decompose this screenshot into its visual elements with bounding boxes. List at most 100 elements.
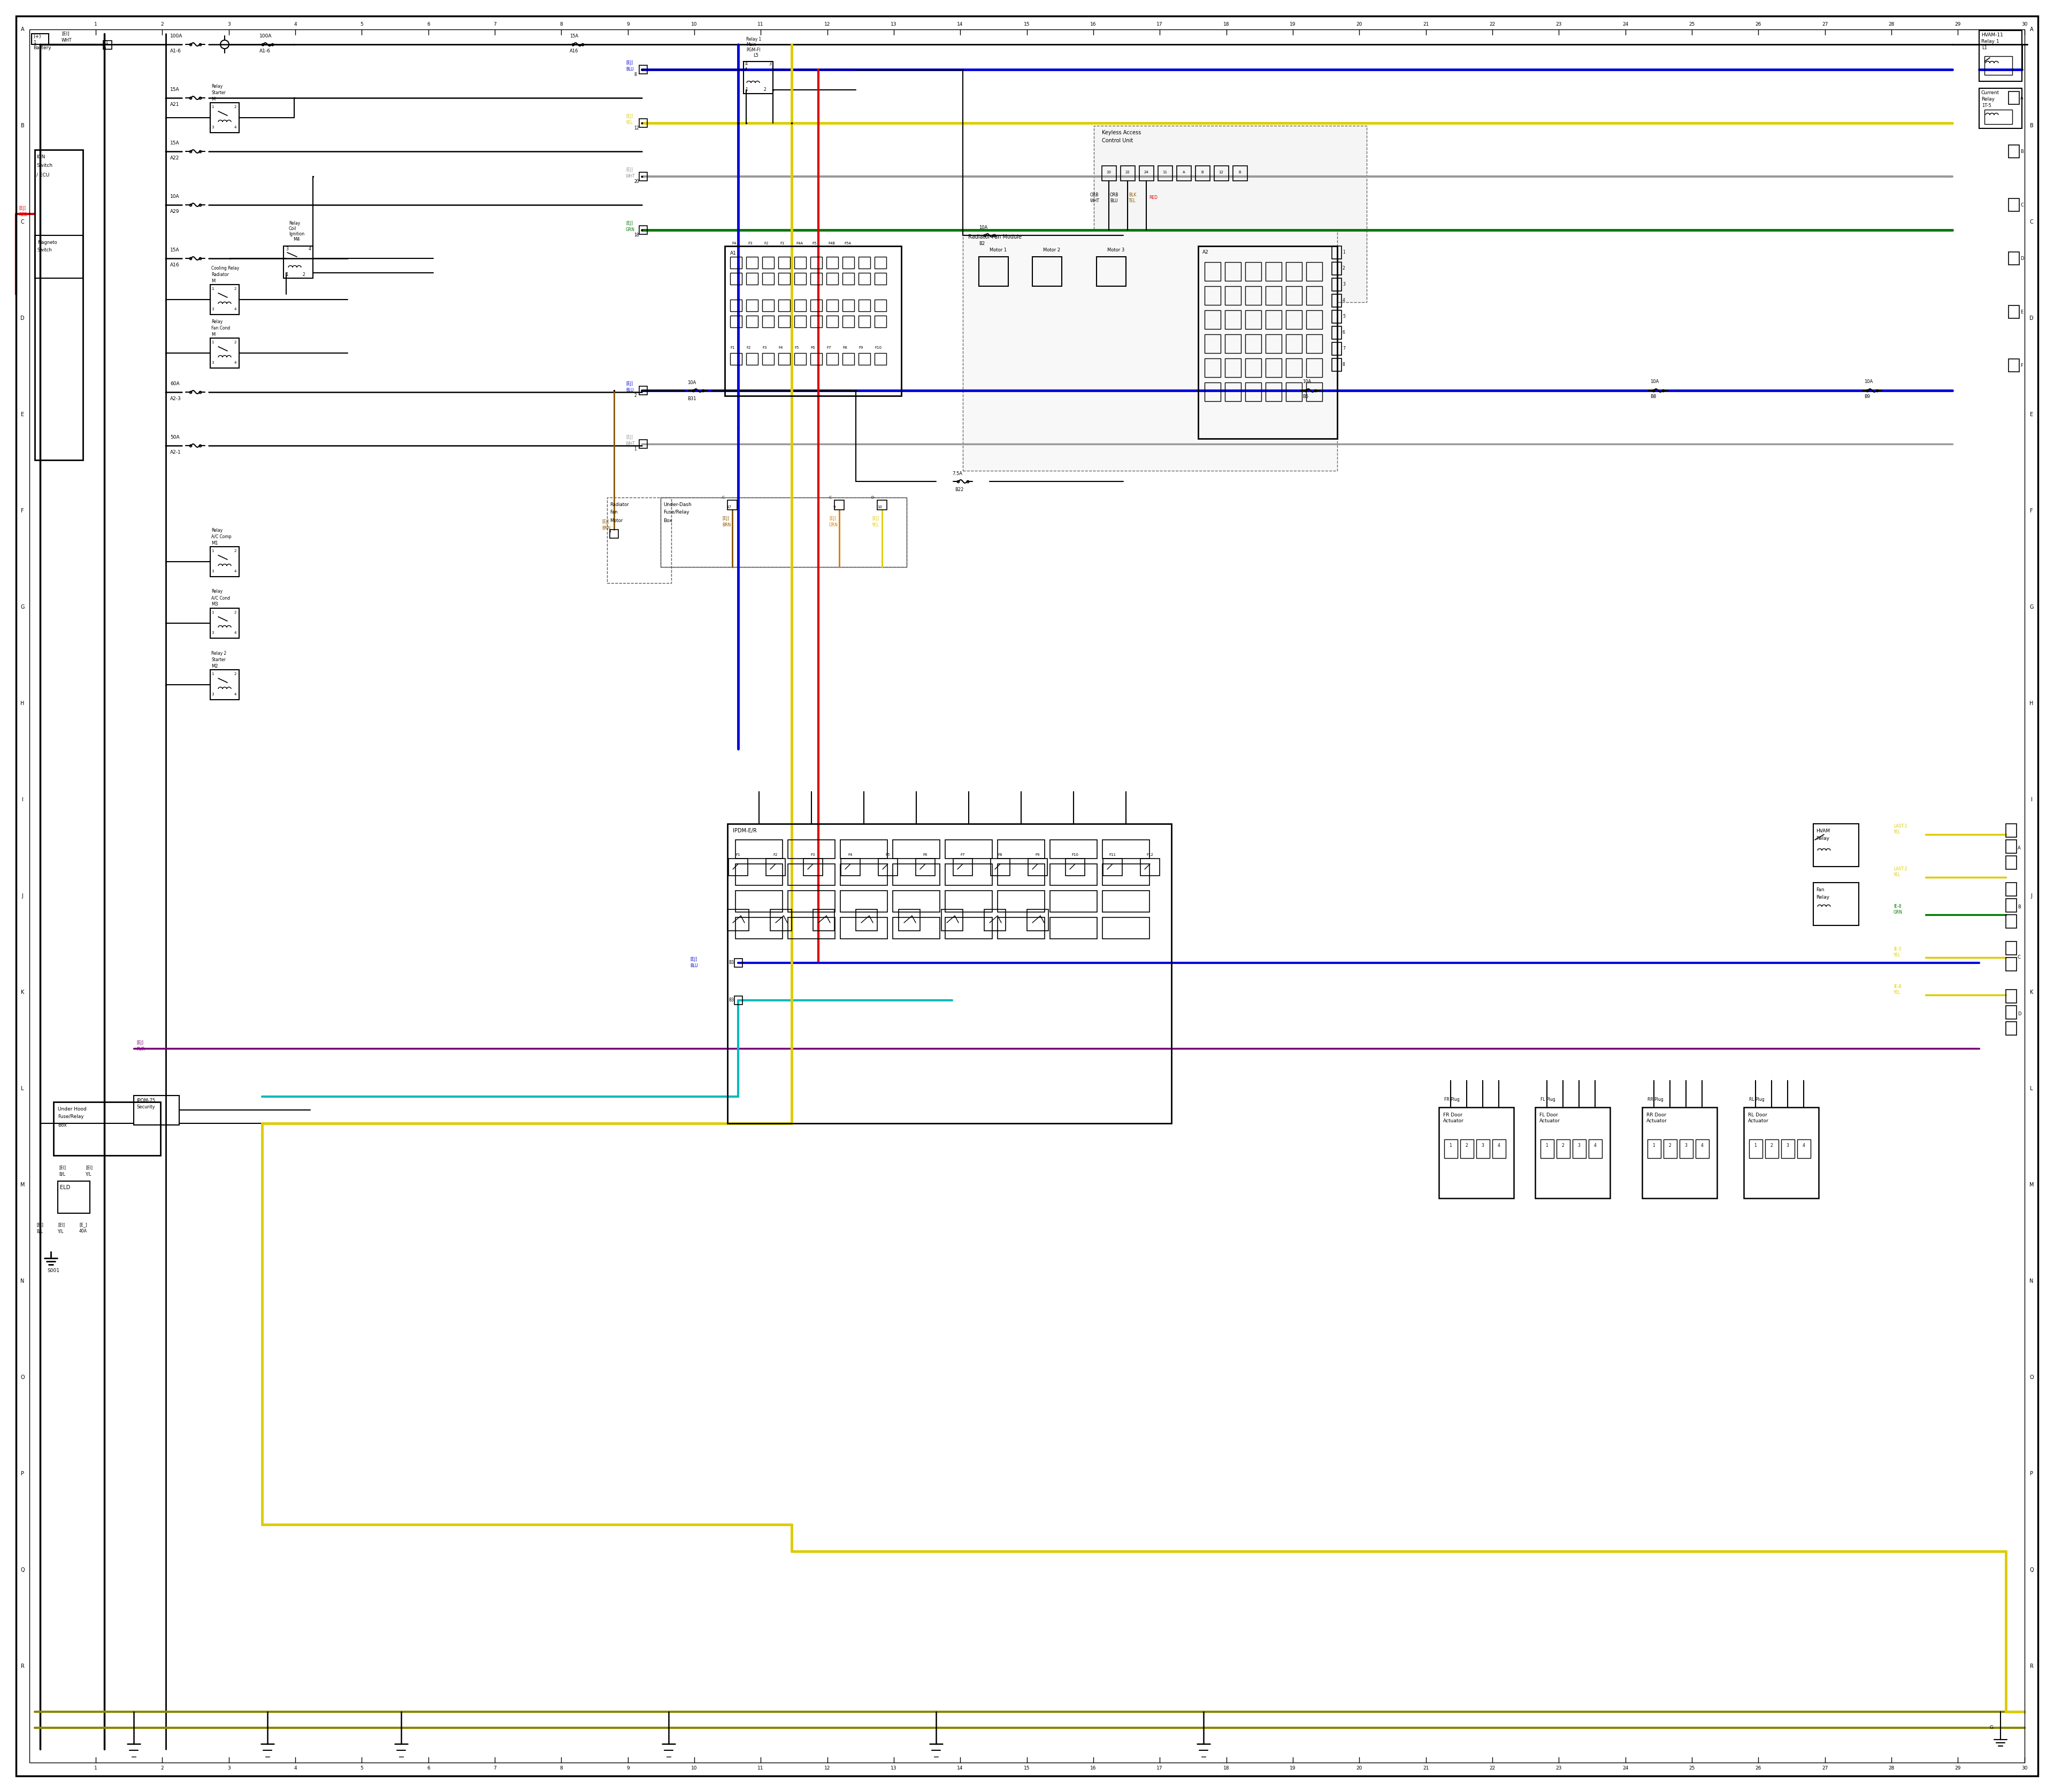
Bar [840,891,887,912]
Bar [1197,246,1337,439]
Text: [EJ]: [EJ] [626,115,633,118]
Text: B31: B31 [688,396,696,401]
Text: 22: 22 [1489,1765,1495,1770]
Text: 15: 15 [1025,1765,1029,1770]
Text: Current: Current [1982,90,1999,95]
Bar [639,172,647,181]
Bar [778,272,791,285]
Bar [2007,1021,2017,1036]
Bar [727,824,1171,1124]
Text: Starter: Starter [212,90,226,95]
Text: F6: F6 [922,853,928,857]
Bar [1814,883,1859,925]
Bar [1573,1140,1586,1158]
Text: B8: B8 [1649,394,1656,400]
Text: LAST-2
YEL: LAST-2 YEL [1894,867,1908,876]
Bar [103,41,111,48]
Bar [1103,891,1150,912]
Text: 2: 2 [764,88,766,91]
Text: F2: F2 [746,346,750,349]
Text: A2-1: A2-1 [170,450,181,455]
Text: S001: S001 [47,1269,60,1272]
Text: Fan: Fan [1816,887,1824,892]
Text: 1: 1 [212,106,214,109]
Text: A/C Comp: A/C Comp [212,534,232,539]
Bar [1781,1140,1795,1158]
Bar [875,299,887,312]
Text: 10A: 10A [1302,380,1310,383]
Text: 20: 20 [635,179,639,185]
Text: B: B [1202,170,1204,174]
Text: R: R [21,1663,25,1668]
Text: RL Door
Actuator: RL Door Actuator [1748,1113,1768,1124]
Bar [1103,864,1150,885]
Text: Relay: Relay [212,590,222,593]
Text: Relay: Relay [1982,97,1994,102]
Bar [826,299,838,312]
Text: F9: F9 [859,346,863,349]
Text: 1: 1 [286,272,288,276]
Bar [1103,840,1150,858]
Bar [2007,989,2017,1004]
Text: Main: Main [746,41,756,47]
Text: B: B [1239,170,1241,174]
Bar [1984,109,2013,124]
Text: Radiator: Radiator [610,502,629,507]
Text: 4: 4 [234,631,236,634]
Text: BLU: BLU [626,389,633,392]
Bar [1177,167,1191,181]
Text: FL Plug: FL Plug [1540,1097,1555,1102]
Text: 15A: 15A [569,34,579,38]
Bar [729,315,741,328]
Bar [811,299,822,312]
Bar [1750,1140,1762,1158]
Text: B/L: B/L [60,1172,66,1177]
Bar [744,61,772,93]
Text: 5: 5 [359,1765,364,1770]
Bar [998,918,1045,939]
Text: A1: A1 [729,251,737,256]
Text: D: D [2021,256,2023,262]
Bar [746,299,758,312]
Bar [1033,256,1062,287]
Text: 22: 22 [1126,170,1130,174]
Text: D: D [21,315,25,321]
Bar [840,858,861,876]
Bar [1331,310,1341,323]
Bar [1224,262,1241,281]
Bar [639,387,647,394]
Text: 1: 1 [746,88,748,91]
Text: F4: F4 [731,242,735,246]
Text: 2: 2 [234,611,236,615]
Text: 17: 17 [1156,22,1163,27]
Text: 3: 3 [212,308,214,310]
Bar [1306,310,1323,330]
Text: F5: F5 [795,346,799,349]
Bar [990,858,1011,876]
Bar [811,256,822,269]
Text: 10: 10 [877,505,881,509]
Text: 27: 27 [1822,22,1828,27]
Bar [1444,1140,1458,1158]
Text: [EI]: [EI] [62,30,70,36]
Text: Relay 1: Relay 1 [746,36,762,41]
Text: 3: 3 [1343,281,1345,287]
Text: Magneto: Magneto [37,240,58,246]
Text: [E_]: [E_] [80,1222,86,1228]
Text: 8: 8 [1343,362,1345,367]
Text: 2: 2 [160,1765,164,1770]
Bar [795,353,805,366]
Text: Relay 1: Relay 1 [1982,39,1999,45]
Bar [735,840,783,858]
Text: C: C [830,496,832,500]
Text: Switch: Switch [37,163,53,168]
Text: 26: 26 [1756,1765,1760,1770]
Text: 100A: 100A [170,34,183,38]
Text: C: C [2017,955,2021,961]
Bar [859,353,871,366]
Text: 1: 1 [212,611,214,615]
Bar [1680,1140,1692,1158]
Bar [735,959,741,968]
Text: D: D [871,496,873,500]
Text: A: A [2017,846,2021,849]
